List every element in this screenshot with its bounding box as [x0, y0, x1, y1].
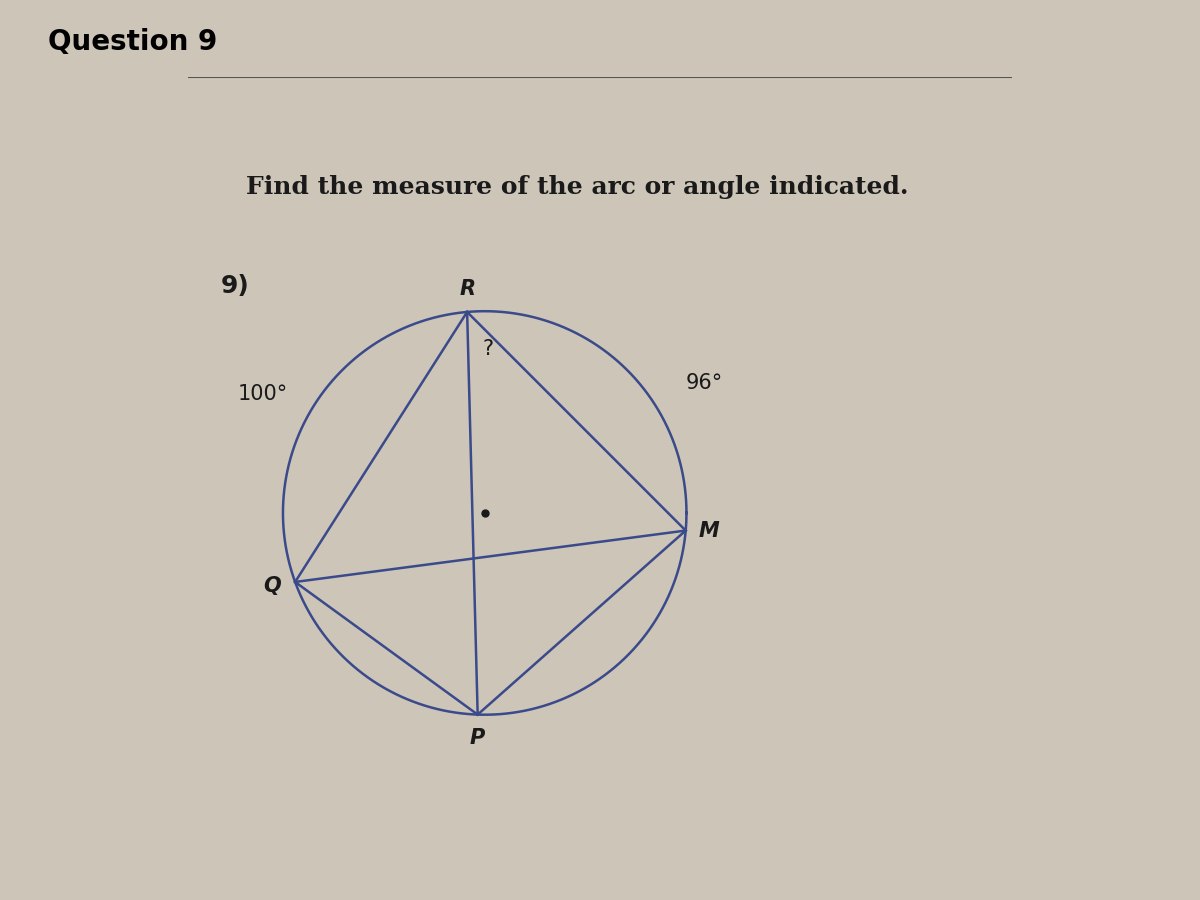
Text: R: R — [460, 279, 475, 299]
Text: 96°: 96° — [686, 374, 724, 393]
Text: 100°: 100° — [238, 383, 288, 404]
Text: ?: ? — [482, 339, 493, 359]
Text: Question 9: Question 9 — [48, 28, 217, 56]
Text: Find the measure of the arc or angle indicated.: Find the measure of the arc or angle ind… — [246, 176, 908, 199]
Text: 9): 9) — [221, 274, 250, 298]
Text: Q: Q — [263, 576, 281, 596]
Text: M: M — [698, 520, 719, 541]
Text: P: P — [470, 727, 485, 748]
